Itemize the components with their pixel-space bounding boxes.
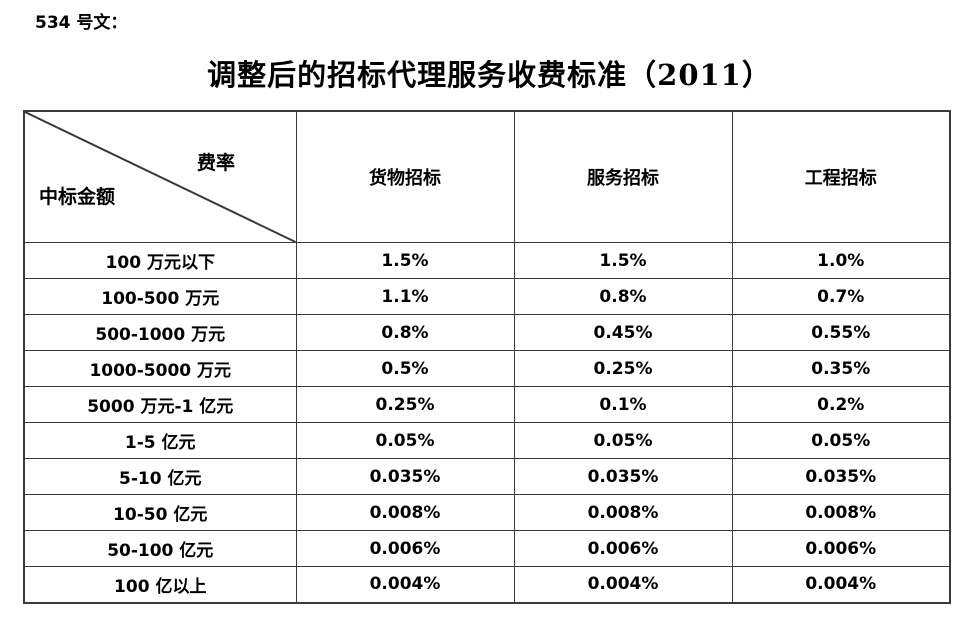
rate-service: 0.004% bbox=[513, 566, 733, 603]
row-label: 1-5 亿元 bbox=[23, 422, 297, 459]
row-label: 100 万元以下 bbox=[23, 242, 297, 279]
corner-label-amount: 中标金额 bbox=[39, 186, 116, 208]
table-row: 1000-5000 万元 0.5% 0.25% 0.35% bbox=[23, 350, 951, 387]
table-row: 100 万元以下 1.5% 1.5% 1.0% bbox=[23, 242, 951, 279]
rate-goods: 1.5% bbox=[295, 242, 515, 279]
fee-standard-table: 费率 中标金额 货物招标 服务招标 工程招标 100 万元以下 1.5% 1.5… bbox=[23, 110, 951, 604]
rate-goods: 0.8% bbox=[295, 314, 515, 351]
table-header-row: 费率 中标金额 货物招标 服务招标 工程招标 bbox=[23, 110, 951, 243]
corner-header-cell: 费率 中标金额 bbox=[23, 110, 297, 243]
column-header-service: 服务招标 bbox=[513, 110, 733, 243]
rate-engineering: 0.55% bbox=[731, 314, 951, 351]
rate-service: 0.45% bbox=[513, 314, 733, 351]
rate-engineering: 0.05% bbox=[731, 422, 951, 459]
row-label: 5000 万元-1 亿元 bbox=[23, 386, 297, 423]
table-row: 500-1000 万元 0.8% 0.45% 0.55% bbox=[23, 314, 951, 351]
rate-service: 0.8% bbox=[513, 278, 733, 315]
rate-engineering: 0.004% bbox=[731, 566, 951, 603]
rate-goods: 1.1% bbox=[295, 278, 515, 315]
rate-goods: 0.004% bbox=[295, 566, 515, 603]
rate-service: 0.006% bbox=[513, 530, 733, 567]
rate-service: 0.25% bbox=[513, 350, 733, 387]
rate-engineering: 0.2% bbox=[731, 386, 951, 423]
rate-service: 1.5% bbox=[513, 242, 733, 279]
rate-service: 0.1% bbox=[513, 386, 733, 423]
rate-engineering: 0.035% bbox=[731, 458, 951, 495]
corner-label-rate: 费率 bbox=[197, 152, 236, 174]
column-header-goods: 货物招标 bbox=[295, 110, 515, 243]
page-title: 调整后的招标代理服务收费标准（2011） bbox=[207, 58, 772, 92]
row-label: 50-100 亿元 bbox=[23, 530, 297, 567]
rate-goods: 0.035% bbox=[295, 458, 515, 495]
table-row: 5-10 亿元 0.035% 0.035% 0.035% bbox=[23, 458, 951, 495]
rate-goods: 0.006% bbox=[295, 530, 515, 567]
rate-service: 0.05% bbox=[513, 422, 733, 459]
rate-goods: 0.05% bbox=[295, 422, 515, 459]
table-row: 100 亿以上 0.004% 0.004% 0.004% bbox=[23, 566, 951, 603]
diagonal-divider-line bbox=[25, 112, 296, 242]
rate-engineering: 0.35% bbox=[731, 350, 951, 387]
rate-goods: 0.5% bbox=[295, 350, 515, 387]
row-label: 1000-5000 万元 bbox=[23, 350, 297, 387]
rate-engineering: 0.7% bbox=[731, 278, 951, 315]
table-row: 1-5 亿元 0.05% 0.05% 0.05% bbox=[23, 422, 951, 459]
table-row: 10-50 亿元 0.008% 0.008% 0.008% bbox=[23, 494, 951, 531]
rate-goods: 0.008% bbox=[295, 494, 515, 531]
doc-number-label: 534 号文： bbox=[35, 13, 128, 33]
table-row: 100-500 万元 1.1% 0.8% 0.7% bbox=[23, 278, 951, 315]
rate-service: 0.008% bbox=[513, 494, 733, 531]
rate-engineering: 0.006% bbox=[731, 530, 951, 567]
row-label: 100 亿以上 bbox=[23, 566, 297, 603]
rate-goods: 0.25% bbox=[295, 386, 515, 423]
table-row: 5000 万元-1 亿元 0.25% 0.1% 0.2% bbox=[23, 386, 951, 423]
table-row: 50-100 亿元 0.006% 0.006% 0.006% bbox=[23, 530, 951, 567]
row-label: 100-500 万元 bbox=[23, 278, 297, 315]
row-label: 10-50 亿元 bbox=[23, 494, 297, 531]
rate-engineering: 0.008% bbox=[731, 494, 951, 531]
rate-engineering: 1.0% bbox=[731, 242, 951, 279]
rate-service: 0.035% bbox=[513, 458, 733, 495]
row-label: 5-10 亿元 bbox=[23, 458, 297, 495]
row-label: 500-1000 万元 bbox=[23, 314, 297, 351]
column-header-engineering: 工程招标 bbox=[731, 110, 951, 243]
